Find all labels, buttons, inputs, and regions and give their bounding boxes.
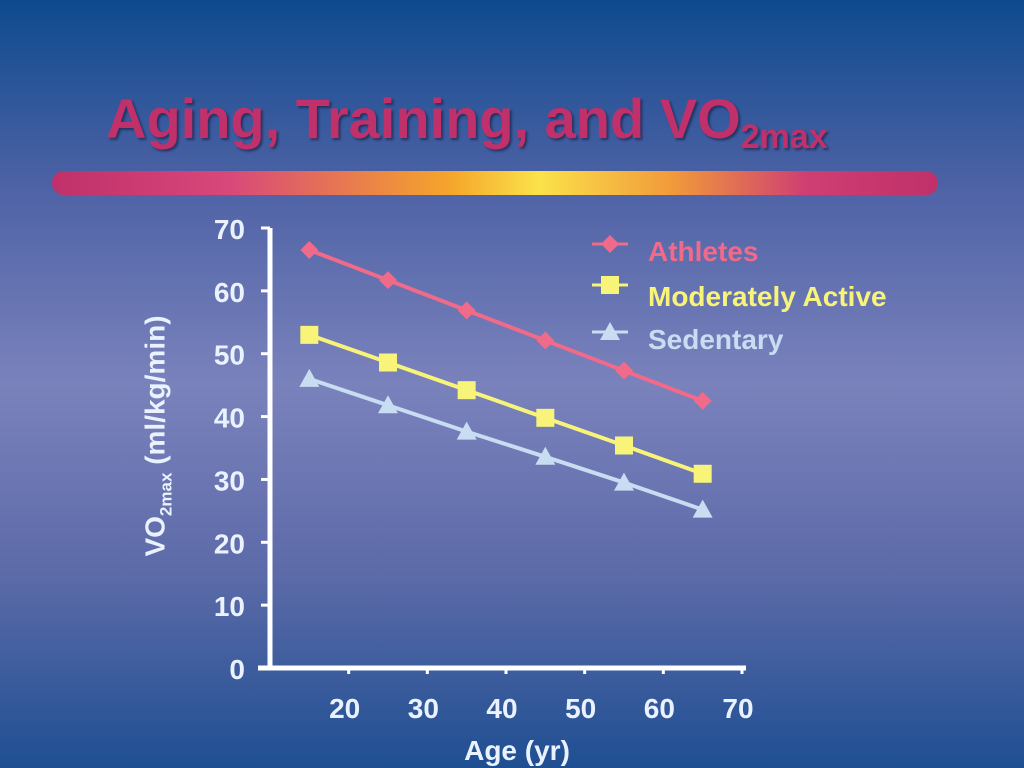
y-tick-label: 40 — [214, 403, 245, 434]
series-athletes — [300, 241, 712, 410]
data-point-moderately-active — [300, 325, 319, 344]
x-tick-label: 30 — [408, 693, 439, 724]
data-point-sedentary — [378, 395, 398, 414]
slide-title: Aging, Training, and VO2max — [106, 86, 828, 157]
y-axis-label-main: VO — [139, 516, 171, 557]
y-axis-label: VO2max (ml/kg/min) — [140, 315, 177, 556]
data-point-moderately-active — [615, 436, 633, 455]
x-tick-label: 70 — [722, 693, 753, 724]
series-line-sedentary — [308, 376, 704, 512]
series-line-athletes — [308, 248, 704, 403]
data-point-moderately-active — [379, 353, 397, 372]
x-axis-ticks: 20 30 40 50 60 70 — [329, 668, 754, 724]
data-point-athletes — [536, 331, 555, 350]
data-point-athletes — [693, 391, 712, 410]
chart-legend: Athletes Moderately Active Sedentary — [592, 235, 887, 355]
title-main: Aging, Training, and VO — [106, 87, 741, 150]
y-tick-label: 20 — [214, 528, 245, 559]
y-tick-label: 0 — [229, 654, 245, 685]
legend-label-moderately-active: Moderately Active — [648, 281, 887, 312]
data-point-sedentary — [456, 421, 477, 440]
y-tick-label: 10 — [214, 591, 245, 622]
data-point-sedentary — [299, 368, 320, 387]
data-point-athletes — [457, 301, 476, 320]
x-tick-label: 60 — [644, 693, 675, 724]
chart-series — [299, 241, 713, 518]
y-axis-label-units: (ml/kg/min) — [139, 315, 171, 473]
data-point-moderately-active — [536, 408, 555, 427]
y-axis-ticks: 0 10 20 30 40 50 60 70 — [214, 214, 270, 685]
data-point-sedentary — [692, 499, 713, 518]
data-point-moderately-active — [457, 381, 476, 400]
y-tick-label: 70 — [214, 214, 245, 245]
title-underline-bar — [52, 171, 938, 195]
y-axis-label-subscript: 2max — [156, 472, 176, 517]
legend-label-sedentary: Sedentary — [648, 324, 784, 355]
data-point-athletes — [379, 271, 397, 290]
y-tick-label: 60 — [214, 277, 245, 308]
series-line-moderately-active — [308, 332, 704, 476]
legend-marker-moderately-active — [601, 276, 619, 294]
y-tick-label: 50 — [214, 340, 245, 371]
data-point-sedentary — [535, 446, 556, 465]
series-moderately-active — [300, 325, 712, 483]
series-sedentary — [299, 368, 713, 518]
data-point-athletes — [300, 241, 319, 259]
legend-marker-sedentary — [600, 322, 620, 340]
x-axis-label: Age (yr) — [464, 735, 570, 766]
x-tick-label: 20 — [329, 693, 360, 724]
data-point-athletes — [615, 361, 633, 380]
data-point-sedentary — [614, 472, 634, 491]
x-tick-label: 40 — [486, 693, 517, 724]
legend-label-athletes: Athletes — [648, 236, 758, 267]
data-point-moderately-active — [693, 464, 712, 483]
x-tick-label: 50 — [565, 693, 596, 724]
title-subscript: 2max — [740, 118, 828, 156]
legend-marker-athletes — [601, 235, 619, 253]
y-tick-label: 30 — [214, 465, 245, 496]
